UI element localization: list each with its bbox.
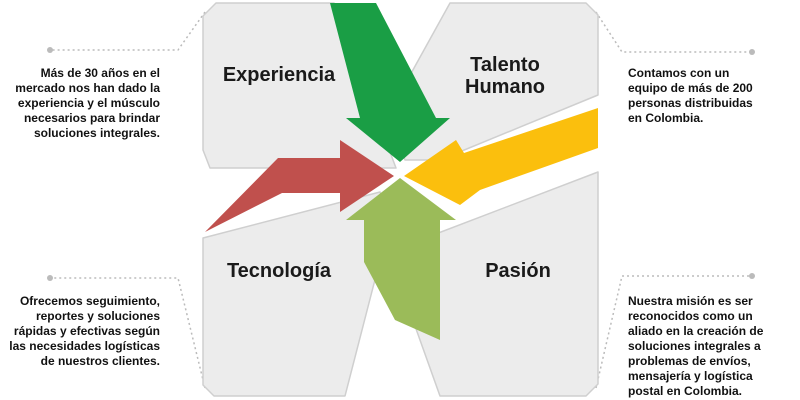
description-talento: Contamos con un equipo de más de 200 per… — [628, 66, 753, 125]
title-talento: Talento Humano — [465, 54, 545, 98]
dot-tecnologia — [47, 275, 53, 281]
connector-experiencia — [50, 11, 206, 51]
arrow-yellow — [404, 108, 598, 205]
connector-lines — [50, 11, 752, 389]
dot-talento — [749, 49, 755, 55]
quadrant-tiles — [202, 2, 599, 397]
connector-dots — [47, 47, 755, 281]
arrow-lightgreen — [346, 178, 456, 340]
dot-experiencia — [47, 47, 53, 53]
connector-pasion — [595, 275, 752, 389]
connector-talento — [595, 11, 752, 53]
title-experiencia: Experiencia — [222, 64, 336, 86]
title-tecnologia: Tecnología — [226, 260, 332, 282]
description-pasion: Nuestra misión es ser reconocidos como u… — [628, 294, 764, 398]
description-experiencia: Más de 30 años en el mercado nos han dad… — [15, 66, 160, 140]
arrow-green — [330, 3, 450, 162]
description-tecnologia: Ofrecemos seguimiento, reportes y soluci… — [9, 294, 160, 368]
dot-pasion — [749, 273, 755, 279]
title-pasion: Pasión — [485, 260, 551, 282]
arrow-red — [205, 140, 394, 232]
